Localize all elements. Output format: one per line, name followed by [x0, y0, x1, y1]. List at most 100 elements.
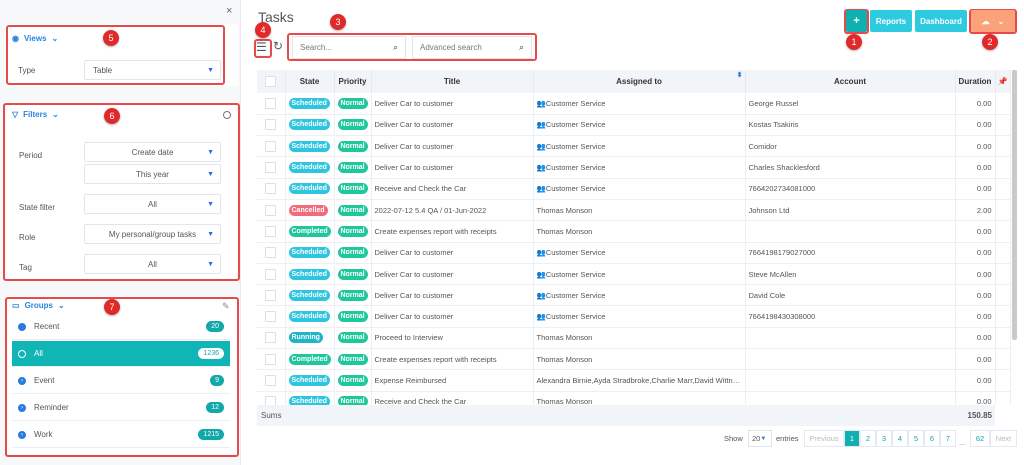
table-row[interactable]: Scheduled Normal Receive and Check the C…	[257, 391, 1011, 405]
title-cell[interactable]: Deliver Car to customer	[371, 305, 534, 328]
row-checkbox[interactable]	[265, 268, 277, 280]
title-cell[interactable]: Proceed to Interview	[371, 327, 534, 350]
title-cell[interactable]: Deliver Car to customer	[371, 135, 534, 158]
page-1-button[interactable]: 1	[844, 430, 860, 447]
account-link[interactable]: Johnson Ltd	[745, 199, 956, 222]
row-checkbox[interactable]	[265, 247, 277, 259]
row-checkbox[interactable]	[265, 183, 277, 195]
reports-button[interactable]: Reports	[870, 10, 912, 32]
account-link[interactable]: 7664198430308000	[745, 305, 956, 328]
row-checkbox[interactable]	[265, 225, 277, 237]
page-5-button[interactable]: 5	[908, 430, 924, 447]
title-cell[interactable]: Deliver Car to customer	[371, 263, 534, 286]
add-task-button[interactable]: +	[846, 10, 867, 32]
account-link[interactable]: 7664202734081000	[745, 178, 956, 200]
account-link[interactable]: Steve McAllen	[745, 263, 956, 286]
advanced-search-input[interactable]: Advanced search ⌕	[412, 36, 532, 59]
views-toggle[interactable]: ◉ Views ⌄	[12, 34, 58, 43]
page-last-button[interactable]: 62	[970, 430, 990, 447]
group-item-work[interactable]: › Work 1215	[12, 422, 230, 448]
edit-groups-icon[interactable]: ✎	[222, 301, 230, 311]
account-link[interactable]: 7664198179027000	[745, 242, 956, 264]
period-select[interactable]: Create date ▼	[84, 142, 221, 162]
row-checkbox[interactable]	[265, 162, 277, 174]
table-row[interactable]: Cancelled Normal 2022-07-12 5.4 QA / 01-…	[257, 199, 1011, 222]
table-row[interactable]: Running Normal Proceed to Interview Thom…	[257, 327, 1011, 350]
table-row[interactable]: Completed Normal Create expenses report …	[257, 220, 1011, 243]
state-filter-select[interactable]: All ▼	[84, 194, 221, 214]
group-item-reminder[interactable]: › Reminder 12	[12, 395, 230, 421]
table-row[interactable]: Scheduled Normal Deliver Car to customer…	[257, 156, 1011, 179]
account-link[interactable]	[745, 220, 956, 243]
group-item-recent[interactable]: Recent 20	[12, 314, 230, 340]
account-link[interactable]: Kostas Tsakiris	[745, 114, 956, 137]
account-link[interactable]: Charles Shacklesford	[745, 156, 956, 179]
row-checkbox[interactable]	[265, 311, 277, 323]
title-cell[interactable]: Deliver Car to customer	[371, 242, 534, 264]
table-row[interactable]: Scheduled Normal Deliver Car to customer…	[257, 93, 1011, 115]
page-2-button[interactable]: 2	[860, 430, 876, 447]
role-select[interactable]: My personal/group tasks ▼	[84, 224, 221, 244]
title-cell[interactable]: Deliver Car to customer	[371, 114, 534, 137]
column-header-state[interactable]: State	[285, 70, 335, 93]
row-checkbox[interactable]	[265, 97, 277, 109]
search-input[interactable]: Search... ⌕	[292, 36, 406, 59]
close-sidebar-button[interactable]: ×	[226, 5, 233, 17]
row-checkbox[interactable]	[265, 289, 277, 301]
table-row[interactable]: Scheduled Normal Deliver Car to customer…	[257, 305, 1011, 328]
row-checkbox[interactable]	[265, 140, 277, 152]
reset-filters-icon[interactable]	[223, 111, 231, 119]
previous-button[interactable]: Previous	[804, 430, 844, 447]
period-range-select[interactable]: This year ▼	[84, 164, 221, 184]
table-scrollbar[interactable]	[1012, 70, 1017, 340]
filters-toggle[interactable]: ▽ Filters ⌄	[12, 110, 59, 119]
table-row[interactable]: Scheduled Normal Expense Reimbursed Alex…	[257, 369, 1011, 392]
table-row[interactable]: Scheduled Normal Deliver Car to customer…	[257, 135, 1011, 158]
table-row[interactable]: Completed Normal Create expenses report …	[257, 348, 1011, 371]
groups-toggle[interactable]: ▭ Groups ⌄	[12, 301, 65, 310]
group-item-all[interactable]: All 1236	[12, 341, 230, 367]
type-select[interactable]: Table ▼	[84, 60, 221, 80]
row-checkbox[interactable]	[265, 375, 277, 386]
row-checkbox[interactable]	[265, 204, 277, 216]
table-row[interactable]: Scheduled Normal Deliver Car to customer…	[257, 284, 1011, 307]
account-link[interactable]	[745, 327, 956, 350]
pin-column-header[interactable]: 📌	[995, 70, 1011, 93]
refresh-icon[interactable]: ↻	[273, 39, 284, 53]
column-header-assigned[interactable]: Assigned to ⬍	[533, 70, 746, 93]
row-checkbox[interactable]	[265, 119, 277, 131]
table-row[interactable]: Scheduled Normal Deliver Car to customer…	[257, 114, 1011, 137]
row-checkbox[interactable]	[265, 353, 277, 365]
title-cell[interactable]: Deliver Car to customer	[371, 284, 534, 307]
column-header-priority[interactable]: Priority	[334, 70, 372, 93]
next-button[interactable]: Next	[990, 430, 1017, 447]
title-cell[interactable]: Create expenses report with receipts	[371, 220, 534, 243]
column-header-title[interactable]: Title	[371, 70, 534, 93]
page-4-button[interactable]: 4	[892, 430, 908, 447]
account-link[interactable]	[745, 348, 956, 371]
title-cell[interactable]: Deliver Car to customer	[371, 156, 534, 179]
tag-select[interactable]: All ▼	[84, 254, 221, 274]
title-cell[interactable]: Receive and Check the Car	[371, 391, 534, 405]
table-row[interactable]: Scheduled Normal Deliver Car to customer…	[257, 242, 1011, 264]
title-cell[interactable]: Expense Reimbursed	[371, 369, 534, 392]
column-header-account[interactable]: Account	[745, 70, 956, 93]
page-6-button[interactable]: 6	[924, 430, 940, 447]
title-cell[interactable]: Receive and Check the Car	[371, 178, 534, 200]
menu-icon[interactable]: ☰	[256, 40, 267, 54]
page-3-button[interactable]: 3	[876, 430, 892, 447]
title-cell[interactable]: 2022-07-12 5.4 QA / 01-Jun-2022	[371, 199, 534, 222]
title-cell[interactable]: Deliver Car to customer	[371, 93, 534, 115]
title-cell[interactable]: Create expenses report with receipts	[371, 348, 534, 371]
row-checkbox[interactable]	[265, 332, 277, 344]
group-item-event[interactable]: › Event 9	[12, 368, 230, 394]
account-link[interactable]: Comidor	[745, 135, 956, 158]
account-link[interactable]: David Cole	[745, 284, 956, 307]
dashboard-button[interactable]: Dashboard	[915, 10, 967, 32]
sort-icon[interactable]: ⬍	[736, 72, 743, 79]
entries-select[interactable]: 20 ▼	[748, 430, 772, 447]
account-link[interactable]	[745, 391, 956, 405]
table-row[interactable]: Scheduled Normal Deliver Car to customer…	[257, 263, 1011, 286]
row-checkbox[interactable]	[265, 396, 277, 405]
page-7-button[interactable]: 7	[940, 430, 956, 447]
